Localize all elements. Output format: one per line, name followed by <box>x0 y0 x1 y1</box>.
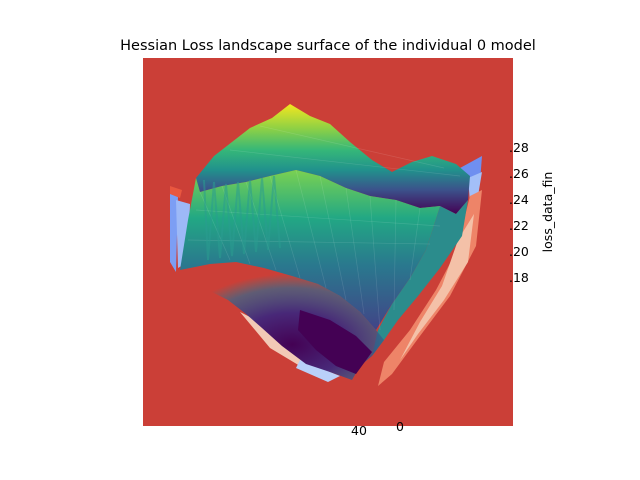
contour-light-blue-bottom <box>296 360 340 382</box>
z-tick-label: .20 <box>509 244 529 259</box>
contour-red-edge <box>170 186 182 198</box>
z-axis-label: loss_data_fin <box>540 172 555 253</box>
z-tick-label: .24 <box>509 192 529 207</box>
surface-right-wall <box>372 200 468 356</box>
contour-blue-left <box>170 193 178 272</box>
z-tick-label: .26 <box>509 166 529 181</box>
surface-valley-core <box>298 310 372 374</box>
x-tick-label: 40 <box>351 423 367 438</box>
z-tick-label: .18 <box>509 270 529 285</box>
surface-spikes <box>203 175 281 261</box>
y-tick-label: 0 <box>396 419 404 434</box>
z-axis: .28 .26 .24 .22 .20 .18 loss_data_fin <box>509 140 555 285</box>
surface-front-left <box>180 170 440 330</box>
contour-orange-right <box>378 190 482 386</box>
chart-title: Hessian Loss landscape surface of the in… <box>120 38 536 54</box>
contour-blue-right-2 <box>468 172 482 202</box>
surface-back <box>196 104 470 214</box>
z-tick-label: .22 <box>509 218 529 233</box>
contour-light-right <box>400 214 474 360</box>
z-tick-label: .28 <box>509 140 529 155</box>
loss-surface <box>180 104 470 380</box>
